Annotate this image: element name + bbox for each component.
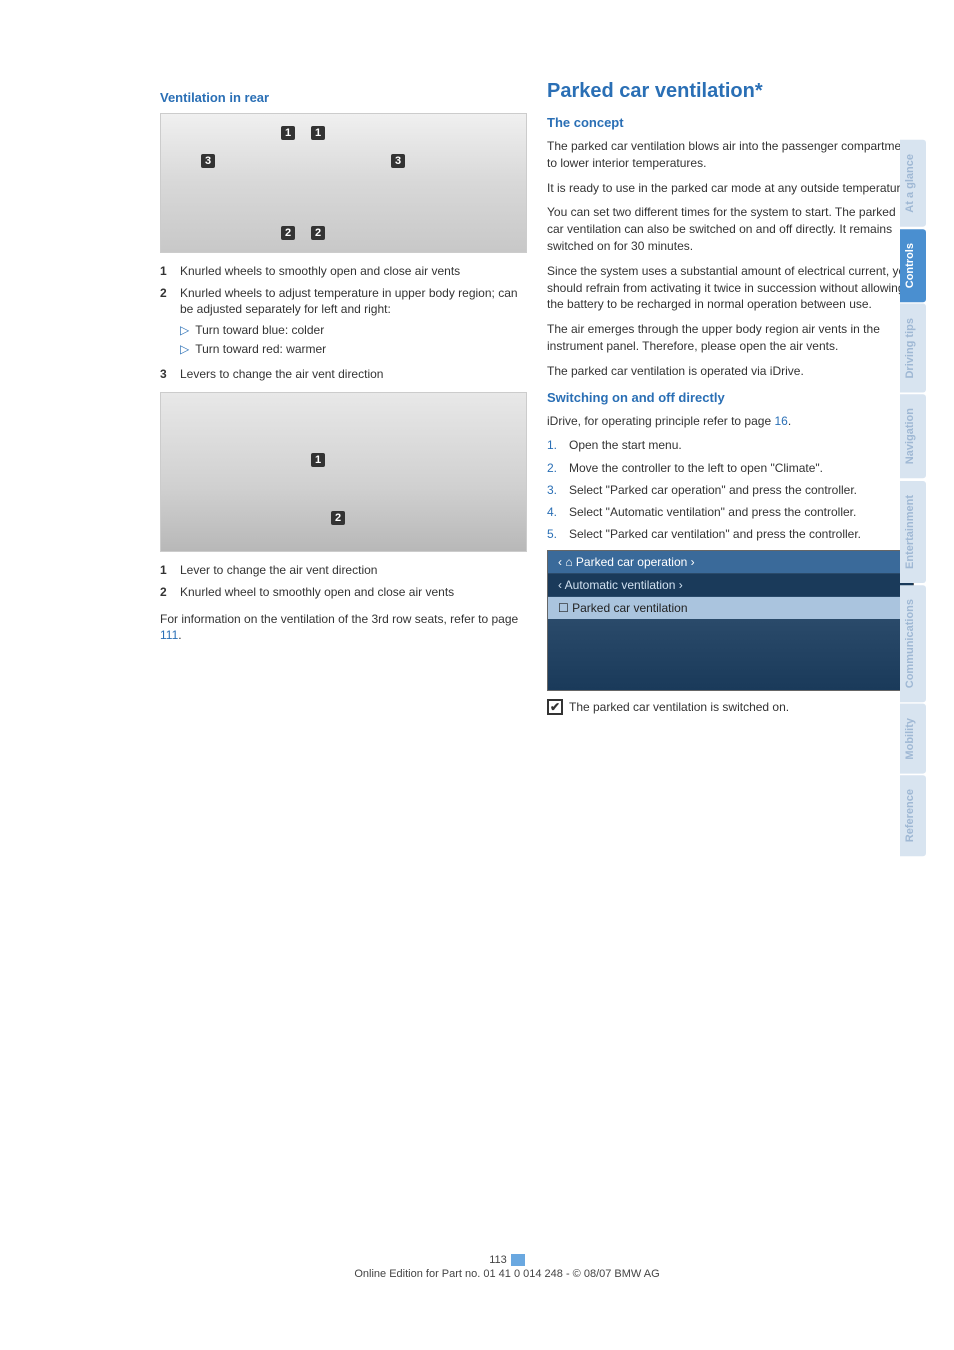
concept-paragraph: Since the system uses a substantial amou… — [547, 263, 914, 313]
left-column: Ventilation in rear 1 1 3 3 2 2 1Knurled whee… — [160, 80, 527, 715]
side-tab-controls[interactable]: Controls — [900, 229, 926, 302]
side-tab-driving-tips[interactable]: Driving tips — [900, 304, 926, 393]
page-number: 113 — [160, 1254, 854, 1266]
concept-paragraph: It is ready to use in the parked car mod… — [547, 180, 914, 197]
side-tab-mobility[interactable]: Mobility — [900, 704, 926, 774]
page-footer: 113 Online Edition for Part no. 01 41 0 … — [160, 1254, 854, 1280]
page-ref-111: 111 — [160, 628, 178, 642]
concept-paragraph: The parked car ventilation is operated v… — [547, 363, 914, 380]
list-item: 3Levers to change the air vent direction — [160, 366, 527, 382]
step-item: 4.Select "Automatic ventilation" and pre… — [547, 504, 914, 520]
screen-row-parked-car-operation: ‹ ⌂ Parked car operation › — [548, 551, 913, 574]
footer-line: Online Edition for Part no. 01 41 0 014 … — [160, 1268, 854, 1280]
list-item: 1Lever to change the air vent direction — [160, 562, 527, 578]
screen-row-parked-car-ventilation: ☐ Parked car ventilation — [548, 597, 913, 620]
list-rear-vents: 1Knurled wheels to smoothly open and clo… — [160, 263, 527, 382]
diagram-callout: 2 — [331, 511, 345, 525]
sub-list-item: ▷Turn toward blue: colder — [180, 322, 527, 338]
text-3rd-row-ref: For information on the ventilation of th… — [160, 611, 527, 645]
right-column: Parked car ventilation* The concept The … — [547, 80, 914, 715]
screen-row-automatic-ventilation: ‹ Automatic ventilation › — [548, 574, 913, 597]
check-indicator: ✔ The parked car ventilation is switched… — [547, 699, 914, 715]
step-item: 1.Open the start menu. — [547, 437, 914, 453]
diagram-rear-vents: 1 1 3 3 2 2 — [160, 113, 527, 253]
page-ref-16: 16 — [774, 414, 787, 428]
side-tab-reference[interactable]: Reference — [900, 775, 926, 856]
concept-paragraph: The parked car ventilation blows air int… — [547, 138, 914, 172]
concept-paragraph: You can set two different times for the … — [547, 204, 914, 254]
triangle-icon: ▷ — [180, 341, 189, 357]
idrive-screenshot: ‹ ⌂ Parked car operation › ‹ Automatic v… — [547, 550, 914, 691]
side-tabs: At a glanceControlsDriving tipsNavigatio… — [900, 140, 926, 857]
heading-concept: The concept — [547, 115, 914, 130]
screen-blank-area — [548, 620, 913, 690]
diagram-callout: 3 — [201, 154, 215, 168]
list-item: 2Knurled wheel to smoothly open and clos… — [160, 584, 527, 600]
side-tab-at-a-glance[interactable]: At a glance — [900, 140, 926, 227]
checkbox-icon: ✔ — [547, 699, 563, 715]
heading-ventilation-rear: Ventilation in rear — [160, 90, 527, 105]
step-item: 5.Select "Parked car ventilation" and pr… — [547, 526, 914, 542]
list-vent-lever: 1Lever to change the air vent direction 2… — [160, 562, 527, 600]
diagram-callout: 1 — [311, 453, 325, 467]
triangle-icon: ▷ — [180, 322, 189, 338]
side-tab-navigation[interactable]: Navigation — [900, 394, 926, 478]
diagram-callout: 2 — [311, 226, 325, 240]
diagram-callout: 3 — [391, 154, 405, 168]
step-item: 3.Select "Parked car operation" and pres… — [547, 482, 914, 498]
concept-paragraph: The air emerges through the upper body r… — [547, 321, 914, 355]
diagram-vent-lever: 12 — [160, 392, 527, 552]
diagram-callout: 1 — [281, 126, 295, 140]
heading-parked-car-ventilation: Parked car ventilation* — [547, 80, 914, 103]
check-text: The parked car ventilation is switched o… — [569, 700, 789, 714]
list-switching-steps: 1.Open the start menu. 2.Move the control… — [547, 437, 914, 542]
step-item: 2.Move the controller to the left to ope… — [547, 460, 914, 476]
list-item: 1Knurled wheels to smoothly open and clo… — [160, 263, 527, 279]
page-bar-icon — [511, 1254, 525, 1266]
heading-switching: Switching on and off directly — [547, 390, 914, 405]
text-idrive-ref: iDrive, for operating principle refer to… — [547, 413, 914, 430]
list-item: 2Knurled wheels to adjust temperature in… — [160, 285, 527, 360]
diagram-callout: 1 — [311, 126, 325, 140]
sub-list-item: ▷Turn toward red: warmer — [180, 341, 527, 357]
diagram-callout: 2 — [281, 226, 295, 240]
side-tab-entertainment[interactable]: Entertainment — [900, 481, 926, 583]
side-tab-communications[interactable]: Communications — [900, 585, 926, 702]
